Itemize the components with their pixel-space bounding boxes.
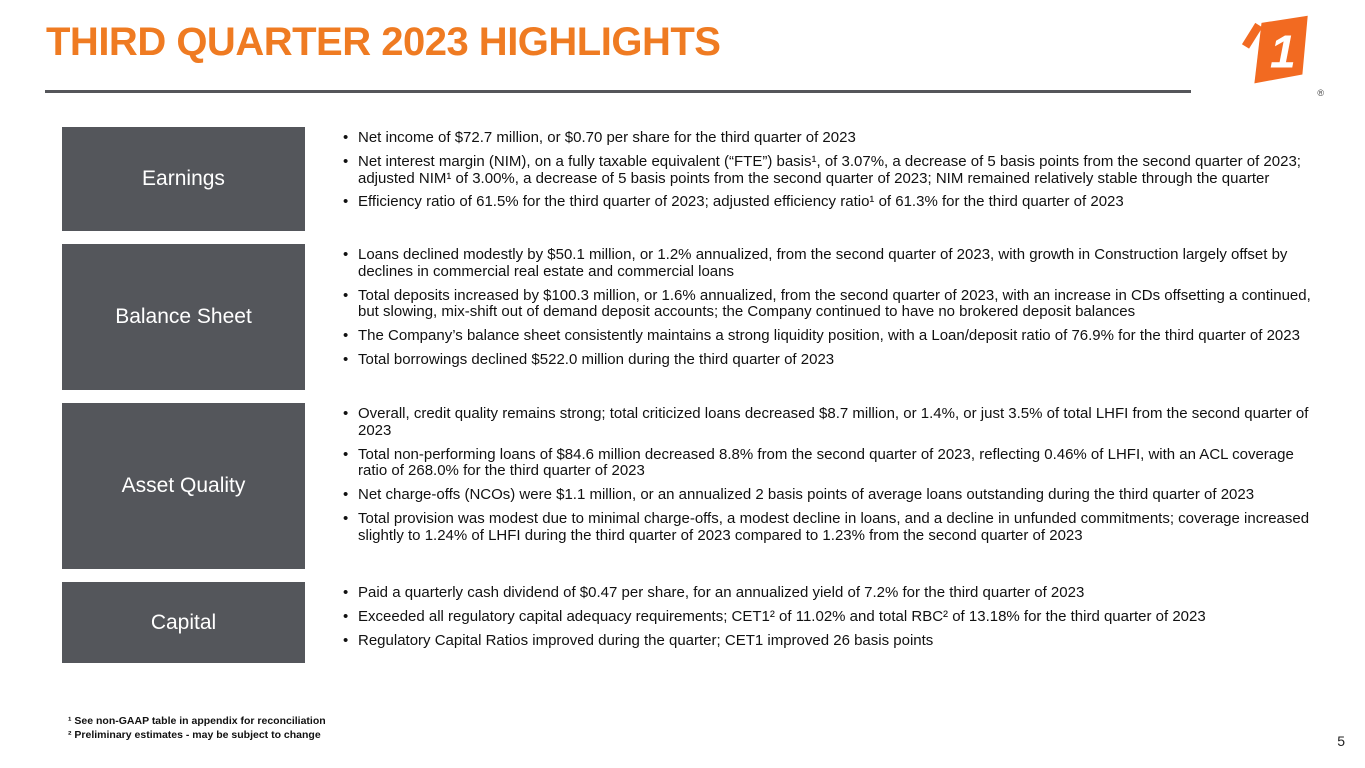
bullet-item: • Total non-performing loans of $84.6 mi… — [341, 445, 1324, 481]
section-row-capital: Capital • Paid a quarterly cash dividend… — [62, 582, 1324, 663]
bullet-text: Regulatory Capital Ratios improved durin… — [358, 631, 934, 649]
bullet-text: Total non-performing loans of $84.6 mill… — [358, 445, 1294, 480]
highlights-list: Earnings • Net income of $72.7 million, … — [62, 127, 1324, 663]
bullet-item: • Net charge-offs (NCOs) were $1.1 milli… — [341, 486, 1324, 504]
bullet-marker: • — [343, 486, 349, 504]
bullet-item: • Net income of $72.7 million, or $0.70 … — [341, 129, 1324, 147]
bullet-item: • Efficiency ratio of 61.5% for the thir… — [341, 194, 1324, 211]
footnote-2: ² Preliminary estimates - may be subject… — [68, 729, 321, 742]
section-label: Capital — [150, 610, 217, 634]
bullet-text: Paid a quarterly cash dividend of $0.47 … — [358, 584, 1085, 601]
bullet-marker: • — [343, 327, 349, 345]
bullet-item: • Regulatory Capital Ratios improved dur… — [341, 631, 1324, 650]
bullet-marker: • — [343, 350, 349, 368]
footnotes: ¹ See non-GAAP table in appendix for rec… — [68, 714, 326, 742]
logo-shape-accent — [1241, 22, 1263, 49]
bullet-marker: • — [343, 152, 349, 170]
bullet-item: • Paid a quarterly cash dividend of $0.4… — [341, 584, 1324, 602]
bullet-item: • Net interest margin (NIM), on a fully … — [341, 152, 1324, 188]
bullet-text: Exceeded all regulatory capital adequacy… — [358, 607, 1206, 625]
bullet-marker: • — [343, 405, 349, 422]
bullet-marker: • — [343, 445, 349, 463]
bullet-marker: • — [343, 509, 349, 527]
registered-mark: ® — [1317, 88, 1324, 98]
bullet-item: • Overall, credit quality remains strong… — [341, 405, 1324, 440]
logo-shape-main — [1254, 15, 1308, 84]
bullet-marker: • — [343, 193, 349, 211]
bullet-marker: • — [343, 631, 349, 649]
bullet-list: • Paid a quarterly cash dividend of $0.4… — [341, 582, 1324, 663]
bullet-marker: • — [343, 286, 349, 304]
bullet-text: Loans declined modestly by $50.1 million… — [358, 246, 1288, 280]
bullet-list: • Overall, credit quality remains strong… — [341, 403, 1324, 569]
bullet-marker: • — [343, 129, 349, 146]
bullet-text: Efficiency ratio of 61.5% for the third … — [358, 193, 1124, 211]
bullet-text: Net charge-offs (NCOs) were $1.1 million… — [358, 486, 1255, 504]
section-row-balance-sheet: Balance Sheet • Loans declined modestly … — [62, 244, 1324, 390]
bullet-text: Net income of $72.7 million, or $0.70 pe… — [358, 129, 856, 146]
bullet-text: Total provision was modest due to minima… — [358, 509, 1310, 544]
page-number: 5 — [1337, 733, 1345, 749]
section-row-earnings: Earnings • Net income of $72.7 million, … — [62, 127, 1324, 231]
bullet-item: • Exceeded all regulatory capital adequa… — [341, 607, 1324, 626]
bullet-text: Total borrowings declined $522.0 million… — [358, 350, 835, 368]
bullet-item: • The Company’s balance sheet consistent… — [341, 327, 1324, 345]
footnote-1: ¹ See non-GAAP table in appendix for rec… — [68, 715, 326, 727]
bullet-item: • Total borrowings declined $522.0 milli… — [341, 350, 1324, 369]
bullet-text: Overall, credit quality remains strong; … — [358, 405, 1309, 439]
section-label: Asset Quality — [121, 474, 246, 497]
section-label-box: Capital — [62, 582, 305, 663]
bullet-marker: • — [343, 246, 349, 263]
bullet-item: • Total deposits increased by $100.3 mil… — [341, 286, 1324, 322]
company-logo-icon: 1 ® — [1240, 14, 1324, 98]
bullet-text: The Company’s balance sheet consistently… — [358, 327, 1300, 345]
section-label-box: Asset Quality — [62, 403, 305, 569]
section-row-asset-quality: Asset Quality • Overall, credit quality … — [62, 403, 1324, 569]
bullet-item: • Total provision was modest due to mini… — [341, 509, 1324, 545]
bullet-text: Net interest margin (NIM), on a fully ta… — [358, 152, 1301, 187]
bullet-item: • Loans declined modestly by $50.1 milli… — [341, 246, 1324, 281]
bullet-list: • Loans declined modestly by $50.1 milli… — [341, 244, 1324, 390]
bullet-marker: • — [343, 607, 349, 625]
title-underline — [45, 90, 1191, 93]
bullet-marker: • — [343, 584, 349, 601]
section-label: Earnings — [142, 167, 225, 190]
logo-numeral: 1 — [1270, 25, 1296, 77]
page-title: THIRD QUARTER 2023 HIGHLIGHTS — [46, 20, 721, 64]
bullet-text: Total deposits increased by $100.3 milli… — [358, 286, 1311, 321]
section-label-box: Earnings — [62, 127, 305, 231]
section-label-box: Balance Sheet — [62, 244, 305, 390]
section-label: Balance Sheet — [115, 305, 252, 328]
bullet-list: • Net income of $72.7 million, or $0.70 … — [341, 127, 1324, 231]
